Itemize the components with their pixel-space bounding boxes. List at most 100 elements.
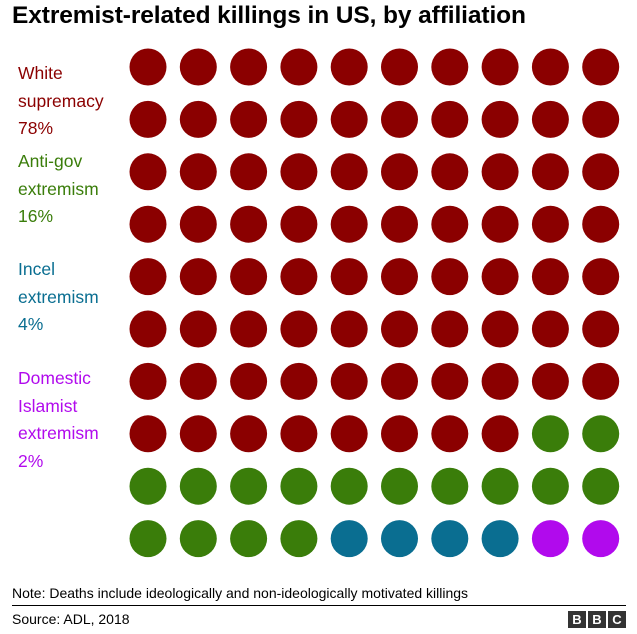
- waffle-dot-white-supremacy: [481, 258, 519, 296]
- waffle-dot-white-supremacy: [381, 205, 418, 243]
- waffle-dot-white-supremacy: [230, 310, 268, 348]
- waffle-dot-white-supremacy: [280, 153, 318, 191]
- legend-label-line: extremism: [18, 423, 99, 443]
- waffle-dot-white-supremacy: [381, 153, 418, 191]
- waffle-dot-white-supremacy: [129, 310, 167, 348]
- waffle-dot-white-supremacy: [481, 310, 519, 348]
- waffle-dot-domestic-islamist-extremism: [531, 520, 569, 558]
- legend-item-anti-gov-extremism: Anti-gov extremism 16%: [18, 148, 99, 231]
- waffle-dot-white-supremacy: [330, 48, 368, 86]
- waffle-dot-anti-gov-extremism: [531, 415, 569, 453]
- waffle-dot-white-supremacy: [280, 415, 318, 453]
- waffle-dot-white-supremacy: [431, 205, 469, 243]
- bbc-logo: B B C: [568, 611, 626, 628]
- waffle-dot-anti-gov-extremism: [179, 520, 217, 558]
- waffle-dot-white-supremacy: [129, 100, 167, 138]
- waffle-dot-white-supremacy: [381, 415, 418, 453]
- waffle-dot-white-supremacy: [481, 153, 519, 191]
- waffle-dot-white-supremacy: [431, 48, 469, 86]
- footer-divider: [12, 605, 626, 606]
- waffle-dot-white-supremacy: [280, 310, 318, 348]
- waffle-dot-anti-gov-extremism: [381, 467, 418, 505]
- legend-value: 16%: [18, 206, 54, 226]
- waffle-dot-white-supremacy: [230, 362, 268, 400]
- waffle-chart: [129, 48, 620, 558]
- waffle-dot-anti-gov-extremism: [431, 467, 469, 505]
- legend-label-line: extremism: [18, 286, 99, 307]
- waffle-dot-anti-gov-extremism: [280, 467, 318, 505]
- waffle-dot-white-supremacy: [582, 100, 620, 138]
- waffle-dot-white-supremacy: [431, 153, 469, 191]
- waffle-dot-white-supremacy: [330, 100, 368, 138]
- waffle-dot-white-supremacy: [129, 415, 167, 453]
- waffle-dot-white-supremacy: [280, 48, 318, 86]
- chart-title: Extremist-related killings in US, by aff…: [12, 2, 526, 29]
- waffle-dot-white-supremacy: [179, 362, 217, 400]
- waffle-dot-incel-extremism: [431, 520, 469, 558]
- waffle-dot-white-supremacy: [431, 362, 469, 400]
- waffle-dot-anti-gov-extremism: [582, 467, 620, 505]
- waffle-dot-white-supremacy: [481, 48, 519, 86]
- waffle-dot-white-supremacy: [179, 205, 217, 243]
- waffle-dot-domestic-islamist-extremism: [582, 520, 620, 558]
- waffle-dot-white-supremacy: [582, 153, 620, 191]
- waffle-dot-anti-gov-extremism: [179, 467, 217, 505]
- waffle-dot-anti-gov-extremism: [129, 520, 167, 558]
- waffle-dot-white-supremacy: [129, 205, 167, 243]
- waffle-dot-white-supremacy: [280, 258, 318, 296]
- waffle-dot-white-supremacy: [481, 362, 519, 400]
- waffle-dot-white-supremacy: [582, 205, 620, 243]
- legend-value: 78%: [18, 118, 54, 138]
- waffle-dot-white-supremacy: [582, 310, 620, 348]
- waffle-dot-anti-gov-extremism: [280, 520, 318, 558]
- waffle-dot-anti-gov-extremism: [582, 415, 620, 453]
- waffle-dot-white-supremacy: [129, 362, 167, 400]
- waffle-dot-white-supremacy: [179, 48, 217, 86]
- waffle-dot-white-supremacy: [582, 362, 620, 400]
- waffle-dot-white-supremacy: [230, 153, 268, 191]
- legend-label-line: Anti-gov: [18, 151, 83, 171]
- waffle-dot-white-supremacy: [280, 100, 318, 138]
- waffle-dot-anti-gov-extremism: [230, 520, 268, 558]
- bbc-logo-block: B: [588, 611, 606, 628]
- bbc-logo-block: B: [568, 611, 586, 628]
- waffle-dot-white-supremacy: [179, 153, 217, 191]
- waffle-dot-white-supremacy: [531, 258, 569, 296]
- waffle-dot-white-supremacy: [531, 48, 569, 86]
- waffle-dot-white-supremacy: [531, 310, 569, 348]
- waffle-dot-white-supremacy: [230, 415, 268, 453]
- waffle-dot-incel-extremism: [481, 520, 519, 558]
- waffle-dot-white-supremacy: [381, 258, 418, 296]
- waffle-dot-incel-extremism: [381, 520, 418, 558]
- legend-label-line: Islamist: [18, 395, 78, 416]
- bbc-logo-block: C: [608, 611, 626, 628]
- waffle-dot-white-supremacy: [431, 100, 469, 138]
- waffle-dot-white-supremacy: [179, 100, 217, 138]
- waffle-dot-white-supremacy: [481, 100, 519, 138]
- legend-item-white-supremacy: White supremacy 78%: [18, 60, 104, 143]
- waffle-dot-white-supremacy: [280, 362, 318, 400]
- chart-note: Note: Deaths include ideologically and n…: [12, 585, 469, 601]
- waffle-dot-white-supremacy: [129, 48, 167, 86]
- legend-label-line: Domestic: [18, 368, 91, 388]
- legend-value: 4%: [18, 314, 44, 334]
- waffle-dot-white-supremacy: [381, 48, 418, 86]
- waffle-dot-white-supremacy: [129, 153, 167, 191]
- waffle-dot-white-supremacy: [330, 310, 368, 348]
- waffle-dot-white-supremacy: [179, 310, 217, 348]
- waffle-dot-white-supremacy: [230, 205, 268, 243]
- waffle-dot-white-supremacy: [280, 205, 318, 243]
- waffle-dot-white-supremacy: [531, 100, 569, 138]
- waffle-dot-white-supremacy: [330, 258, 368, 296]
- waffle-dot-white-supremacy: [381, 100, 418, 138]
- waffle-dot-white-supremacy: [230, 100, 268, 138]
- waffle-dot-white-supremacy: [431, 258, 469, 296]
- waffle-dot-white-supremacy: [330, 415, 368, 453]
- legend-item-domestic-islamist-extremism: Domestic Islamist extremism 2%: [18, 365, 99, 475]
- waffle-dot-white-supremacy: [179, 258, 217, 296]
- waffle-dot-white-supremacy: [582, 48, 620, 86]
- legend-label-line: supremacy: [18, 90, 104, 111]
- waffle-dot-white-supremacy: [481, 205, 519, 243]
- waffle-dot-white-supremacy: [431, 415, 469, 453]
- waffle-dot-white-supremacy: [481, 415, 519, 453]
